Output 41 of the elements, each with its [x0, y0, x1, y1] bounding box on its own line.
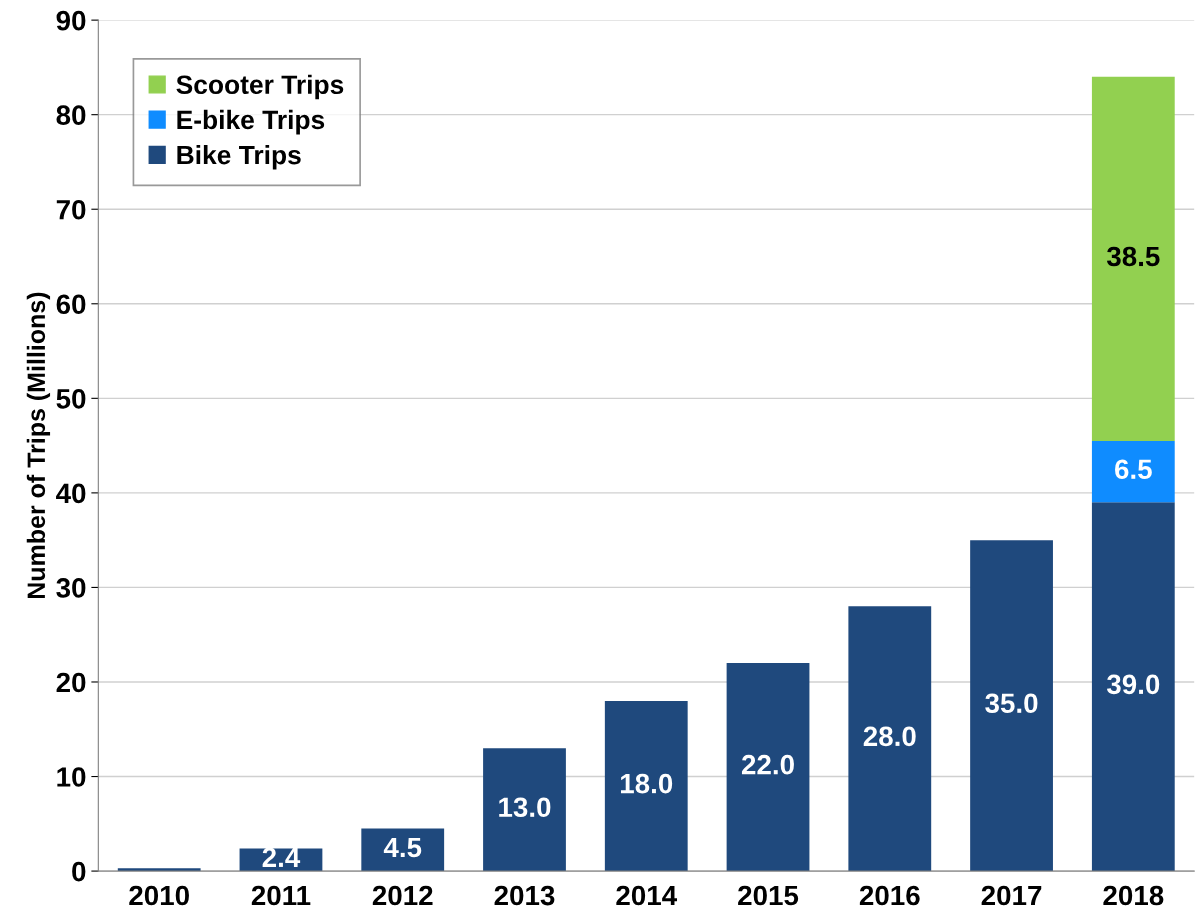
y-tick-label: 10	[57, 767, 86, 787]
data-label: 28.0	[863, 726, 916, 747]
y-tick-label: 30	[56, 578, 86, 598]
bar	[483, 748, 566, 872]
data-label: 22.0	[741, 754, 794, 775]
data-label: 18.0	[620, 773, 673, 794]
bar	[1091, 76, 1175, 441]
y-tick-label: 90	[56, 10, 86, 31]
data-label: 35.0	[985, 693, 1038, 714]
data-label: 2.4	[262, 847, 301, 867]
data-label: 4.5	[383, 837, 422, 858]
y-tick-label: 70	[56, 199, 86, 220]
y-tick-label: 40	[56, 483, 86, 504]
x-tick-label: 2011	[251, 885, 311, 906]
x-tick-label: 2013	[494, 885, 555, 906]
x-tick-label: 2012	[372, 885, 433, 906]
y-tick-label: 50	[56, 389, 86, 409]
data-label: 13.0	[499, 797, 551, 818]
bar	[1091, 502, 1175, 872]
x-tick-label: 2014	[616, 885, 678, 906]
legend-label: E-bike Trips	[177, 109, 325, 135]
y-tick-label: 0	[72, 861, 86, 882]
data-label: 38.5	[1106, 246, 1160, 267]
legend-label: Bike Trips	[177, 145, 301, 170]
y-tick-label: 20	[56, 672, 86, 693]
x-tick-label: 2018	[1103, 885, 1164, 906]
legend-label: Scooter Trips	[176, 74, 344, 100]
data-label: 39.0	[1106, 674, 1160, 695]
y-tick-label: 60	[56, 294, 86, 315]
bar	[970, 540, 1053, 872]
x-tick-label: 2016	[859, 885, 920, 906]
bar	[726, 663, 810, 872]
y-axis-title: Number of Trips (Millions)	[26, 292, 51, 599]
x-tick-label: 2010	[129, 885, 189, 906]
bar	[1091, 440, 1175, 503]
bar	[604, 700, 688, 872]
data-label: 6.5	[1115, 459, 1152, 480]
x-tick-label: 2017	[981, 885, 1042, 906]
x-tick-label: 2015	[738, 885, 799, 906]
bar	[848, 606, 932, 872]
y-tick-label: 80	[56, 105, 86, 126]
